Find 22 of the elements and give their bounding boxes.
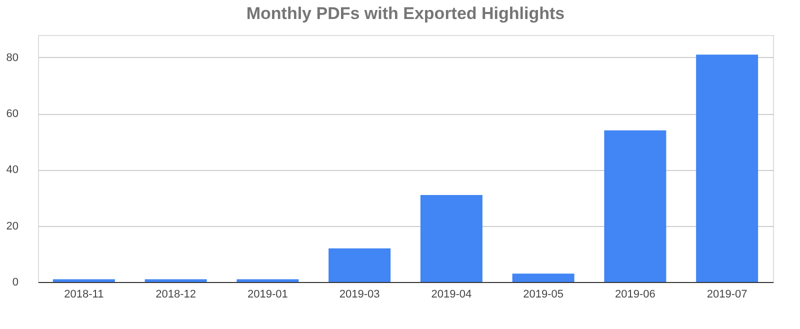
x-tick-label: 2019-01 <box>248 288 288 300</box>
y-tick-label: 60 <box>6 108 18 120</box>
x-tick-label: 2018-11 <box>64 288 104 300</box>
y-tick-label: 40 <box>6 164 18 176</box>
bar <box>604 130 666 282</box>
x-tick-label: 2019-06 <box>615 288 656 300</box>
y-tick-label: 20 <box>6 220 18 232</box>
bar <box>144 279 207 282</box>
bar <box>512 274 574 282</box>
bar <box>420 194 482 282</box>
bar <box>696 54 758 282</box>
chart-title: Monthly PDFs with Exported Highlights <box>246 4 565 23</box>
y-tick-label: 0 <box>12 276 18 288</box>
bar <box>52 279 115 282</box>
y-tick-label: 80 <box>6 52 18 64</box>
x-tick-label: 2019-04 <box>431 288 472 300</box>
x-tick-label: 2019-07 <box>706 288 748 300</box>
x-tick-label: 2019-05 <box>523 288 564 300</box>
x-tick-label: 2019-03 <box>339 288 380 300</box>
bar <box>236 279 299 282</box>
bar <box>328 248 391 282</box>
x-tick-label: 2018-12 <box>156 288 196 300</box>
